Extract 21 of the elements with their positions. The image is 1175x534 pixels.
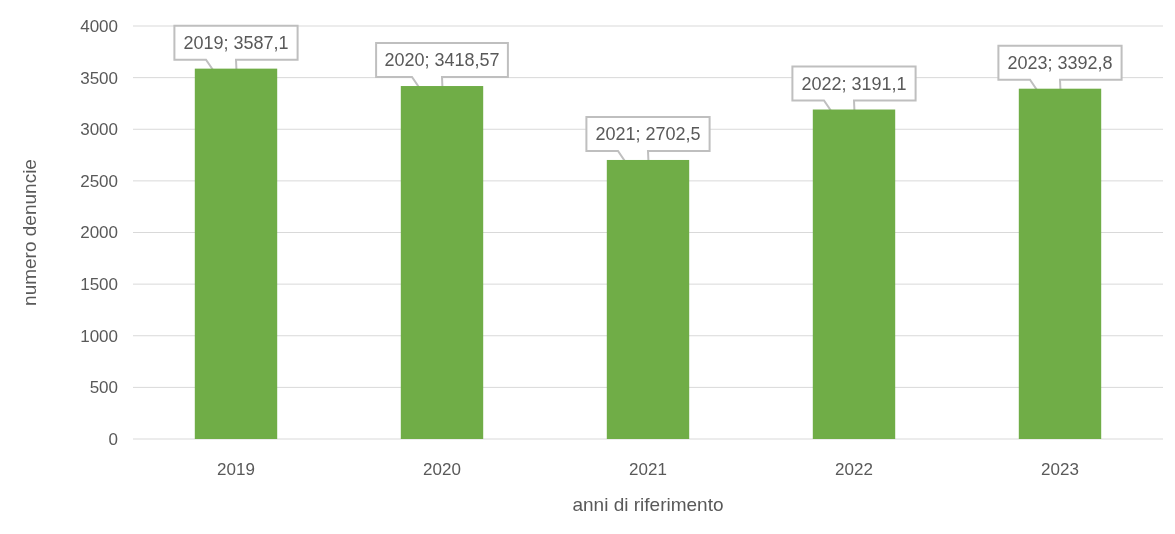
data-label: 2019; 3587,1 bbox=[183, 32, 289, 53]
x-tick-label: 2021 bbox=[629, 460, 667, 479]
y-tick-label: 1500 bbox=[80, 275, 118, 295]
y-tick-label: 3500 bbox=[80, 68, 118, 88]
y-tick-label: 0 bbox=[108, 429, 118, 449]
data-label: 2021; 2702,5 bbox=[595, 124, 701, 145]
x-tick-label: 2023 bbox=[1041, 460, 1079, 479]
x-axis-title: anni di riferimento bbox=[572, 494, 724, 515]
x-tick-label: 2020 bbox=[423, 460, 461, 479]
y-tick-label: 1000 bbox=[80, 326, 118, 346]
x-tick-label: 2022 bbox=[835, 460, 873, 479]
data-label: 2020; 3418,57 bbox=[384, 50, 500, 71]
y-tick-label: 2000 bbox=[80, 223, 118, 243]
data-label: 2022; 3191,1 bbox=[801, 73, 907, 94]
y-tick-label: 3000 bbox=[80, 120, 118, 140]
x-tick-label: 2019 bbox=[217, 460, 255, 479]
y-tick-label: 2500 bbox=[80, 171, 118, 191]
y-tick-label: 4000 bbox=[80, 16, 118, 36]
y-tick-label: 500 bbox=[89, 378, 118, 398]
data-label: 2023; 3392,8 bbox=[1007, 52, 1113, 73]
y-axis-title: numero denuncie bbox=[19, 159, 40, 306]
